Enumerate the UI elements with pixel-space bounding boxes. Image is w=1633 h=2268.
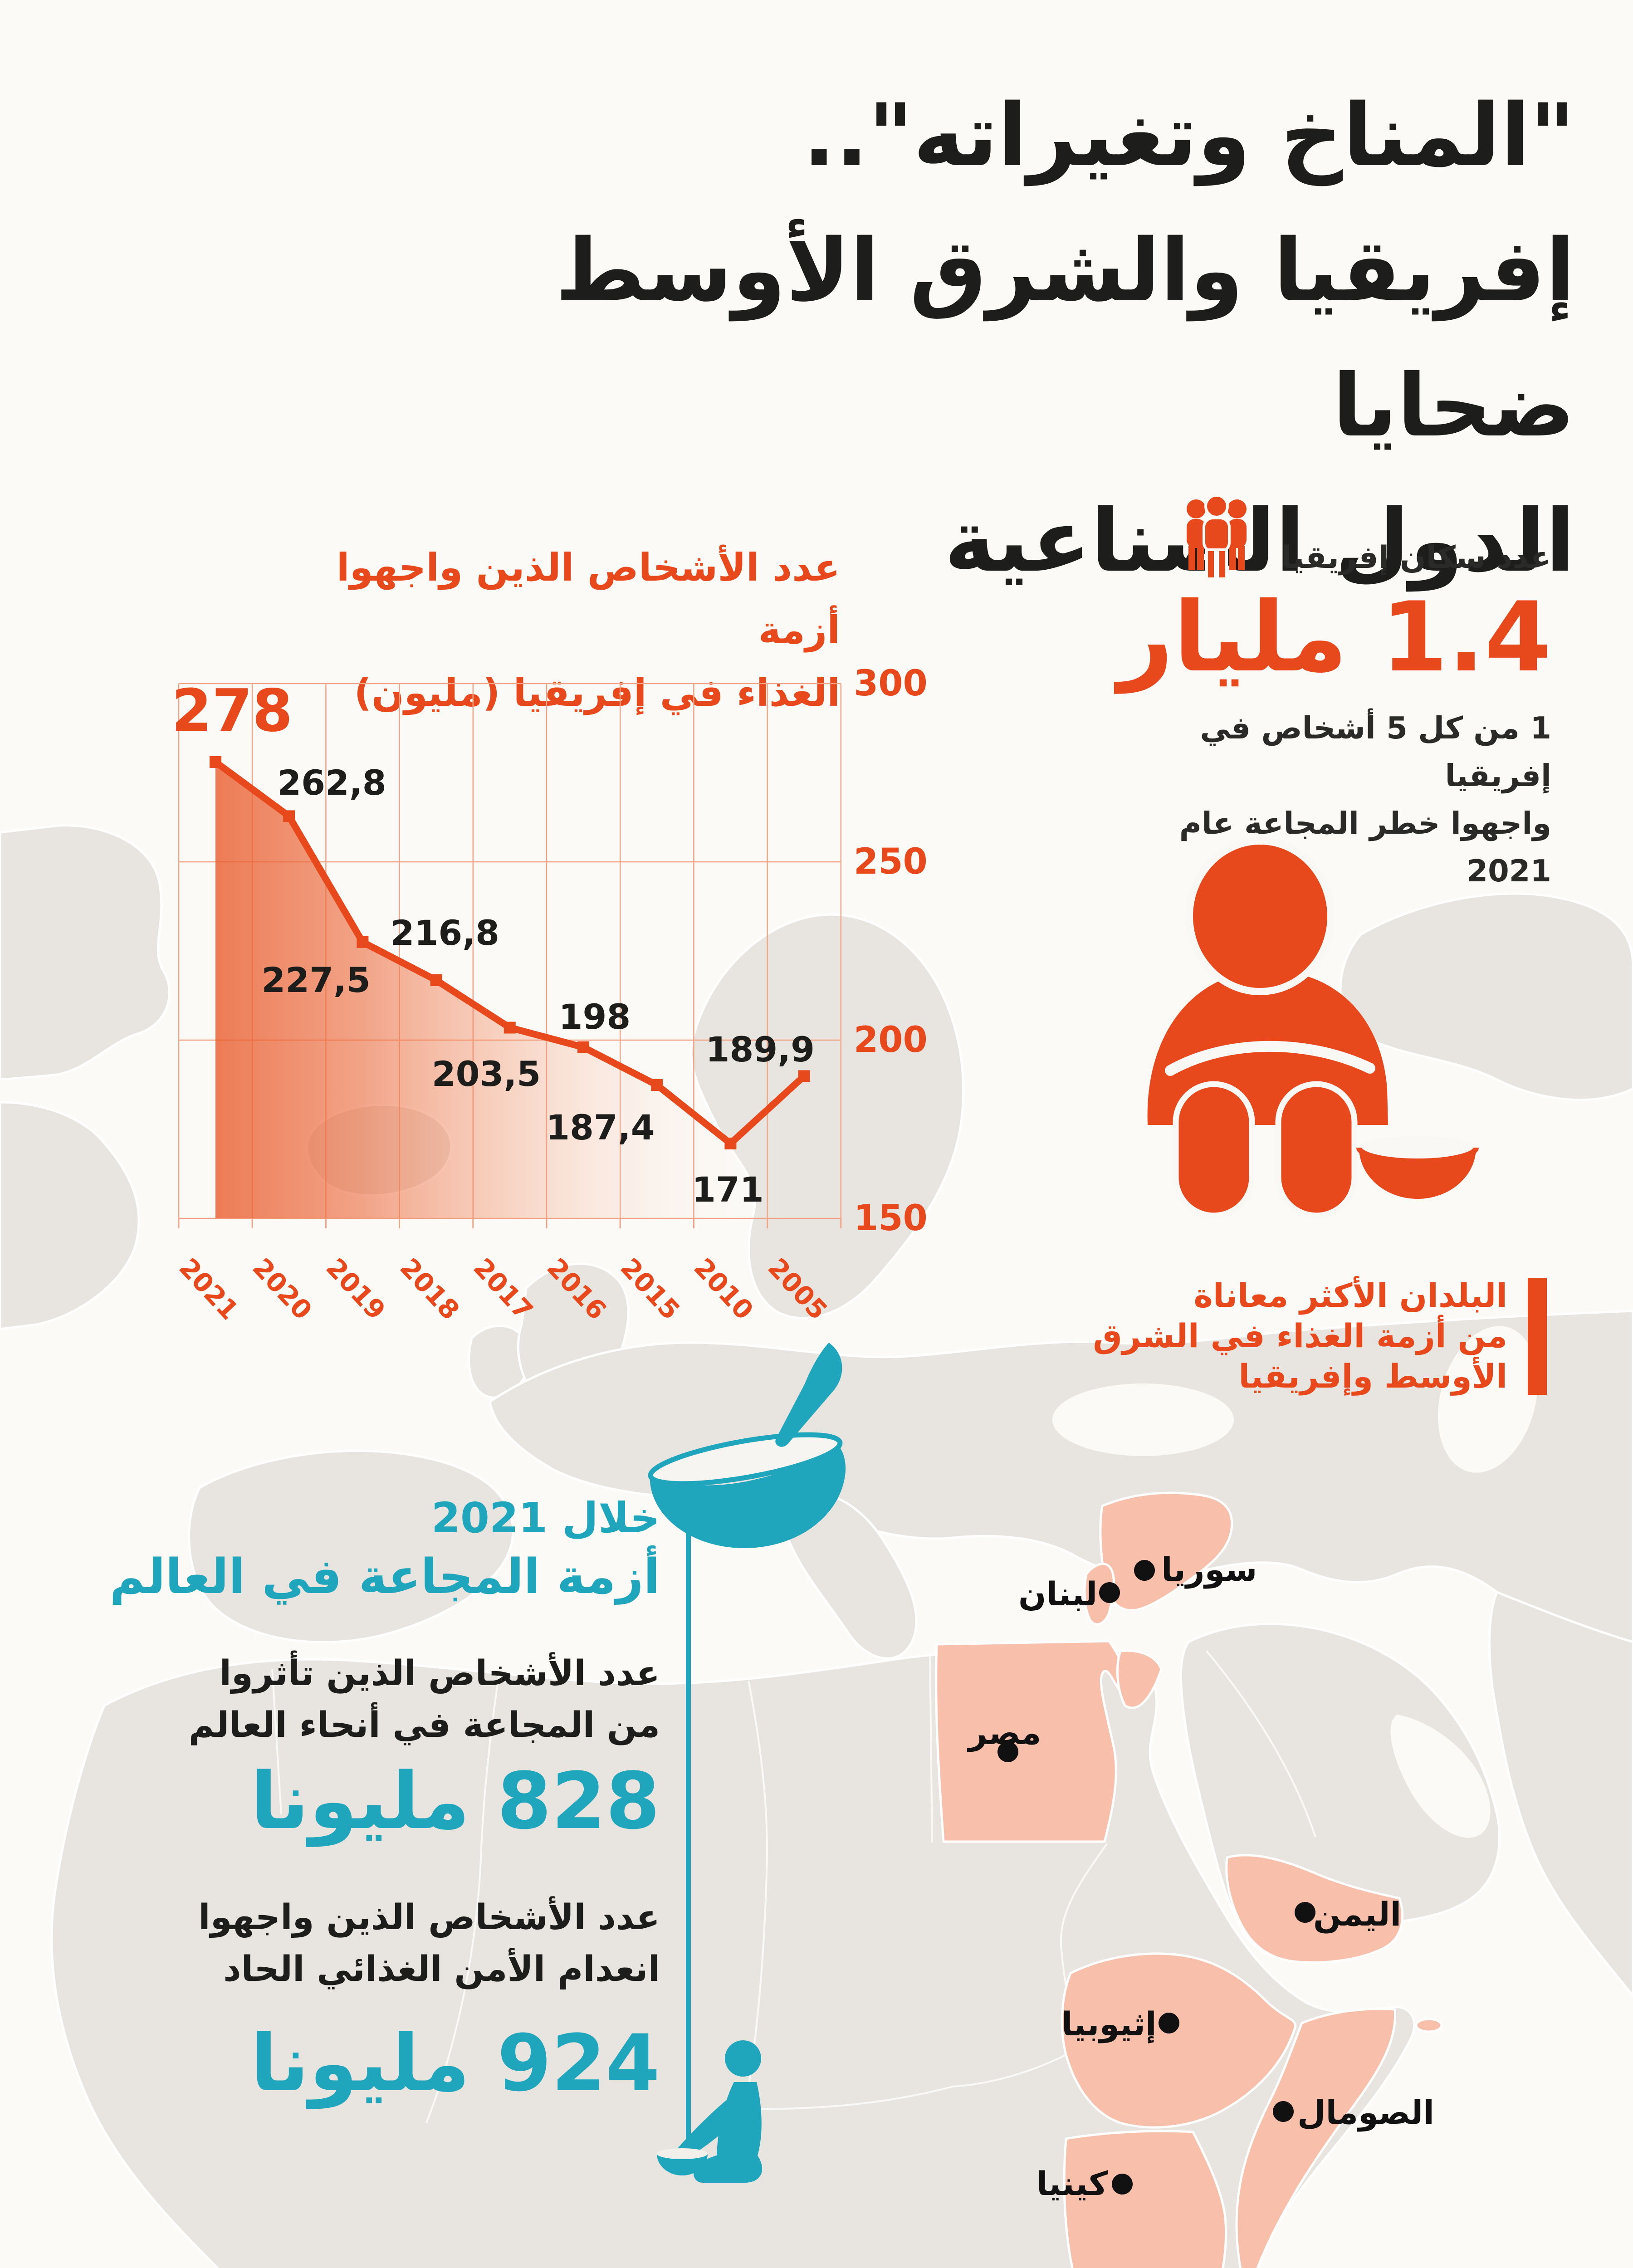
- callout-line-1: البلدان الأكثر معاناة: [1193, 1276, 1507, 1315]
- timeline-connector-line: [686, 1517, 691, 2148]
- headline-line-1: "المناخ وتغيراته"..: [802, 85, 1575, 186]
- map-ireland: [468, 1325, 530, 1399]
- map-black-sea: [1052, 1383, 1234, 1456]
- country-dot-lebanon: [1099, 1582, 1120, 1603]
- chart-title-line-2: الغذاء في إفريقيا (مليون): [354, 670, 840, 715]
- africa-population-label: عدد سكان إفريقيا: [1281, 540, 1551, 576]
- country-label-lebanon: لبنان: [1018, 1575, 1098, 1613]
- country-label-yemen: اليمن: [1313, 1895, 1402, 1933]
- africa-population-value: 1.4 مليار: [1118, 581, 1551, 693]
- people-group-icon: [1187, 495, 1247, 580]
- map-italy: [783, 1491, 918, 1660]
- map-country-egypt-sinai: [1116, 1649, 1163, 1709]
- bowl-spoon-icon: [648, 1343, 846, 1549]
- africa-population-block: عدد سكان إفريقيا 1.4 مليار 1 من كل 5 أشخ…: [1107, 540, 1551, 895]
- chart-title-line-1: عدد الأشخاص الذين واجهوا أزمة: [336, 545, 840, 652]
- most-affected-countries-callout: البلدان الأكثر معاناة من أزمة الغذاء في …: [1054, 1276, 1507, 1397]
- map-greenland: [0, 824, 171, 1081]
- country-label-ethiopia: إثيوبيا: [1061, 2005, 1157, 2043]
- headline: "المناخ وتغيراته".. إفريقيا والشرق الأوس…: [350, 68, 1575, 609]
- map-country-ethiopia: [1061, 1952, 1297, 2129]
- country-label-somalia: الصومال: [1297, 2093, 1434, 2131]
- map-south-asia: [1488, 1591, 1633, 1997]
- country-dot-yemen: [1295, 1902, 1315, 1923]
- country-label-syria: سوريا: [1161, 1550, 1257, 1589]
- chart-title: عدد الأشخاص الذين واجهوا أزمة الغذاء في …: [250, 536, 840, 724]
- hunger-insecure-label-1: عدد الأشخاص الذين واجهوا: [198, 1897, 660, 1938]
- map-country-somalia: [1235, 2008, 1397, 2268]
- hunger-insecure-value: 924 مليونا: [250, 2018, 660, 2109]
- hunger-heading: أزمة المجاعة في العالم: [109, 1549, 660, 1604]
- callout-line-3: الأوسط وإفريقيا: [1238, 1357, 1507, 1395]
- country-dot-syria: [1134, 1560, 1155, 1581]
- kneeling-person-bowl-icon: [657, 2040, 763, 2183]
- country-label-kenya: كينيا: [1037, 2165, 1108, 2203]
- headline-line-3: الدول الصناعية: [944, 491, 1575, 591]
- map-border-lines: [271, 1650, 1316, 2123]
- hunger-affected-label-2: من المجاعة في أنحاء العالم: [188, 1705, 660, 1745]
- hunger-affected-label-1: عدد الأشخاص الذين تأثروا: [219, 1653, 660, 1694]
- world-hunger-block: خلال 2021 أزمة المجاعة في العالم عدد الأ…: [70, 1495, 660, 2104]
- callout-accent-bar: [1528, 1278, 1547, 1395]
- hunger-insecure-label-2: انعدام الأمن الغذائي الحاد: [223, 1949, 660, 1989]
- hunger-period: خلال 2021: [431, 1494, 660, 1542]
- country-dot-somalia: [1273, 2101, 1294, 2122]
- country-dot-kenya: [1112, 2174, 1133, 2195]
- map-iberia: [188, 1449, 514, 1643]
- country-dot-ethiopia: [1159, 2013, 1179, 2033]
- map-north-america-fragment: [0, 1101, 140, 1330]
- callout-line-2: من أزمة الغذاء في الشرق: [1093, 1317, 1507, 1355]
- country-dot-egypt: [997, 1741, 1018, 1762]
- africa-population-note-2: واجهوا خطر المجاعة عام 2021: [1179, 806, 1551, 889]
- map-persian-gulf: [1390, 1715, 1491, 1838]
- hungry-person-bowl-icon: [1147, 837, 1479, 1219]
- africa-population-note-1: 1 من كل 5 أشخاص في إفريقيا: [1200, 710, 1551, 793]
- map-caspian-sea: [1437, 1326, 1538, 1473]
- headline-line-2: إفريقيا والشرق الأوسط ضحايا: [555, 220, 1575, 456]
- hunger-affected-value: 828 مليونا: [250, 1755, 660, 1847]
- map-country-kenya: [1063, 2130, 1227, 2268]
- map-island-socotra: [1415, 2018, 1443, 2033]
